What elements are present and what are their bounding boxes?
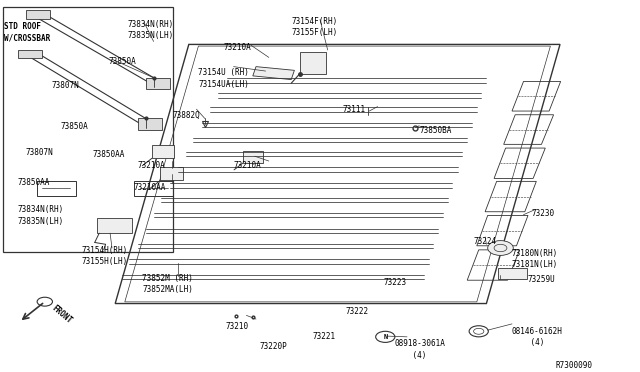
Circle shape (488, 241, 513, 256)
Text: 73111: 73111 (342, 106, 365, 115)
Text: N: N (383, 334, 387, 340)
Text: 73223: 73223 (384, 278, 407, 287)
Bar (37, 181, 76, 196)
Bar (134, 181, 173, 196)
Text: 73850AA: 73850AA (18, 178, 51, 187)
Text: 73210: 73210 (225, 322, 248, 331)
Text: 73210A: 73210A (138, 161, 165, 170)
Bar (300, 52, 326, 74)
Text: 73210AA: 73210AA (133, 183, 166, 192)
Text: 73807N: 73807N (26, 148, 53, 157)
Text: 73230: 73230 (531, 209, 554, 218)
Text: 73852M (RH)
73852MA(LH): 73852M (RH) 73852MA(LH) (142, 274, 193, 294)
Bar (138, 118, 162, 129)
Text: 73221: 73221 (312, 332, 335, 341)
Circle shape (37, 297, 52, 306)
Text: R7300090: R7300090 (556, 361, 593, 370)
Text: 73154F(RH)
73155F(LH): 73154F(RH) 73155F(LH) (291, 17, 337, 37)
Text: 08146-6162H
    (4): 08146-6162H (4) (512, 327, 563, 347)
Text: 73154H(RH)
73155H(LH): 73154H(RH) 73155H(LH) (82, 246, 128, 266)
Text: 73180N(RH)
73181N(LH): 73180N(RH) 73181N(LH) (512, 249, 558, 269)
Text: 73807N: 73807N (51, 81, 79, 90)
Bar (97, 218, 132, 233)
Bar (160, 167, 183, 180)
Text: 73259U: 73259U (528, 275, 556, 284)
Text: 73834N(RH)
73835N(LH): 73834N(RH) 73835N(LH) (18, 205, 64, 225)
Text: 73210A: 73210A (234, 161, 261, 170)
Bar (152, 145, 174, 158)
Text: STD ROOF
W/CROSSBAR: STD ROOF W/CROSSBAR (4, 22, 51, 42)
Text: 73882Q: 73882Q (173, 111, 200, 120)
Text: 73834N(RH)
73835N(LH): 73834N(RH) 73835N(LH) (128, 20, 174, 41)
Text: FRONT: FRONT (50, 304, 74, 325)
Text: 73850BA: 73850BA (419, 126, 452, 135)
Text: 73224: 73224 (474, 237, 497, 246)
Bar (498, 268, 527, 279)
Text: 73222: 73222 (346, 307, 369, 316)
Text: 73850A: 73850A (109, 57, 136, 66)
Text: 73220P: 73220P (259, 342, 287, 352)
Text: 73154U (RH)
73154UA(LH): 73154U (RH) 73154UA(LH) (198, 68, 249, 89)
Bar (26, 10, 50, 19)
Text: 08918-3061A
    (4): 08918-3061A (4) (394, 339, 445, 359)
Text: 73850AA: 73850AA (93, 150, 125, 159)
Bar (146, 78, 170, 89)
Text: 73850A: 73850A (61, 122, 88, 131)
Polygon shape (253, 67, 294, 80)
Bar (243, 151, 263, 163)
Bar (18, 50, 42, 58)
Text: 73210A: 73210A (224, 42, 252, 52)
Bar (3, 7, 173, 252)
